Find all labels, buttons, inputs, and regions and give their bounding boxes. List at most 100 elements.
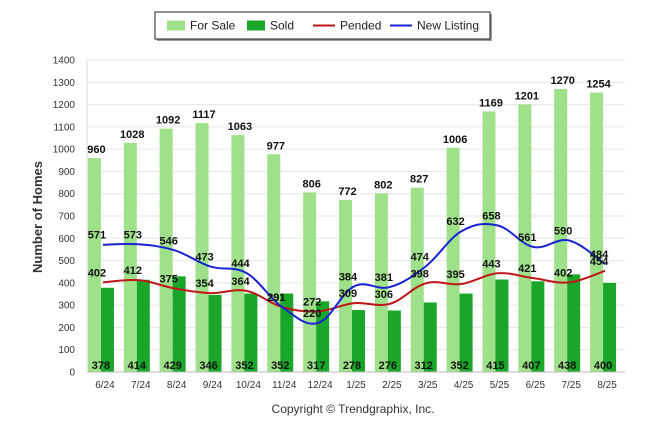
label-new-listing: 484 [590, 249, 609, 261]
label-sold: 352 [271, 360, 289, 372]
legend-swatch [247, 20, 265, 31]
label-pended: 412 [124, 265, 142, 277]
label-pended: 364 [231, 276, 250, 288]
x-tick-label: 8/24 [167, 380, 187, 391]
legend-label: For Sale [190, 19, 236, 33]
bar-for-sale [195, 123, 209, 372]
label-for-sale: 977 [267, 140, 285, 152]
bar-for-sale [339, 199, 352, 372]
label-new-listing: 573 [124, 229, 142, 241]
x-tick-label: 7/25 [561, 380, 581, 391]
bar-for-sale [123, 142, 137, 372]
label-pended: 443 [482, 258, 500, 270]
label-pended: 375 [159, 273, 177, 285]
bar-for-sale [231, 135, 245, 372]
label-for-sale: 802 [374, 179, 392, 191]
label-new-listing: 571 [88, 230, 106, 242]
bar-sold [244, 293, 258, 372]
label-pended: 421 [518, 263, 536, 275]
label-new-listing: 632 [446, 216, 464, 228]
y-tick-label: 1000 [53, 145, 76, 156]
x-tick-label: 6/24 [95, 380, 115, 391]
label-new-listing: 473 [195, 252, 213, 264]
bar-sold [352, 310, 365, 372]
x-tick-label: 2/25 [382, 380, 402, 391]
label-new-listing: 384 [339, 271, 358, 283]
label-for-sale: 827 [410, 174, 428, 186]
bar-sold [100, 287, 114, 372]
label-new-listing: 546 [159, 235, 177, 247]
label-pended: 454 [590, 256, 609, 268]
x-tick-label: 5/25 [490, 380, 510, 391]
label-sold: 352 [235, 360, 253, 372]
bar-sold [172, 276, 186, 372]
bar-sold [423, 302, 437, 372]
y-tick-label: 800 [58, 189, 75, 200]
label-sold: 346 [199, 360, 217, 372]
label-pended: 291 [267, 292, 285, 304]
bar-sold [387, 310, 401, 372]
x-tick-label: 7/24 [131, 380, 151, 391]
label-pended: 395 [446, 269, 464, 281]
label-for-sale: 772 [338, 186, 356, 198]
legend-label: New Listing [417, 19, 479, 33]
copyright-text: Copyright © Trendgraphix, Inc. [272, 402, 435, 416]
data-labels: 960 378 1028 414 1092 429 1117 346 1063 352 977 352… [87, 75, 612, 372]
bar-sold [567, 274, 581, 372]
label-sold: 312 [415, 360, 433, 372]
label-new-listing: 658 [482, 210, 500, 222]
label-for-sale: 1117 [192, 109, 215, 121]
bar-for-sale [303, 192, 317, 372]
label-sold: 400 [594, 360, 612, 372]
x-tick-label: 12/24 [308, 380, 333, 391]
y-tick-label: 1400 [53, 56, 76, 67]
label-new-listing: 561 [518, 232, 536, 244]
label-for-sale: 1092 [156, 115, 180, 127]
label-pended: 398 [411, 268, 429, 280]
bar-sold [531, 281, 545, 372]
x-tick-label: 8/25 [597, 380, 617, 391]
label-sold: 415 [486, 360, 504, 372]
bar-for-sale [374, 193, 388, 372]
bar-for-sale [590, 92, 604, 372]
bar-for-sale [554, 88, 568, 372]
line-pended [102, 269, 606, 313]
bar-for-sale [87, 158, 101, 372]
label-sold: 278 [343, 360, 361, 372]
legend-swatch [167, 20, 185, 31]
bar-sold [603, 282, 617, 372]
series-lines [102, 222, 606, 325]
label-sold: 438 [558, 360, 576, 372]
label-sold: 378 [92, 360, 110, 372]
label-sold: 317 [307, 360, 325, 372]
label-sold: 429 [163, 360, 181, 372]
label-new-listing: 291 [267, 292, 285, 304]
label-new-listing: 220 [303, 308, 321, 320]
label-sold: 407 [522, 360, 540, 372]
bar-for-sale [482, 111, 496, 372]
label-pended: 306 [375, 289, 393, 301]
label-for-sale: 1270 [550, 75, 574, 87]
label-for-sale: 960 [87, 144, 105, 156]
y-tick-label: 200 [58, 323, 75, 334]
label-pended: 272 [303, 296, 321, 308]
y-tick-label: 0 [69, 368, 75, 379]
label-for-sale: 1201 [515, 90, 539, 102]
y-tick-label: 1300 [53, 78, 76, 89]
label-sold: 352 [450, 360, 468, 372]
bar-for-sale [518, 104, 532, 372]
bar-for-sale [410, 187, 424, 372]
bar-for-sale [159, 128, 173, 372]
label-for-sale: 1063 [228, 121, 252, 133]
bar-sold [459, 293, 473, 372]
y-tick-label: 1200 [53, 100, 76, 111]
y-tick-label: 900 [58, 167, 75, 178]
label-new-listing: 590 [554, 226, 572, 238]
bar-for-sale [446, 147, 460, 372]
y-tick-label: 100 [58, 345, 75, 356]
legend-label: Pended [340, 19, 381, 33]
bar-sold [495, 279, 509, 372]
label-pended: 402 [88, 267, 106, 279]
gridlines [87, 59, 625, 373]
y-tick-label: 1100 [53, 122, 75, 133]
